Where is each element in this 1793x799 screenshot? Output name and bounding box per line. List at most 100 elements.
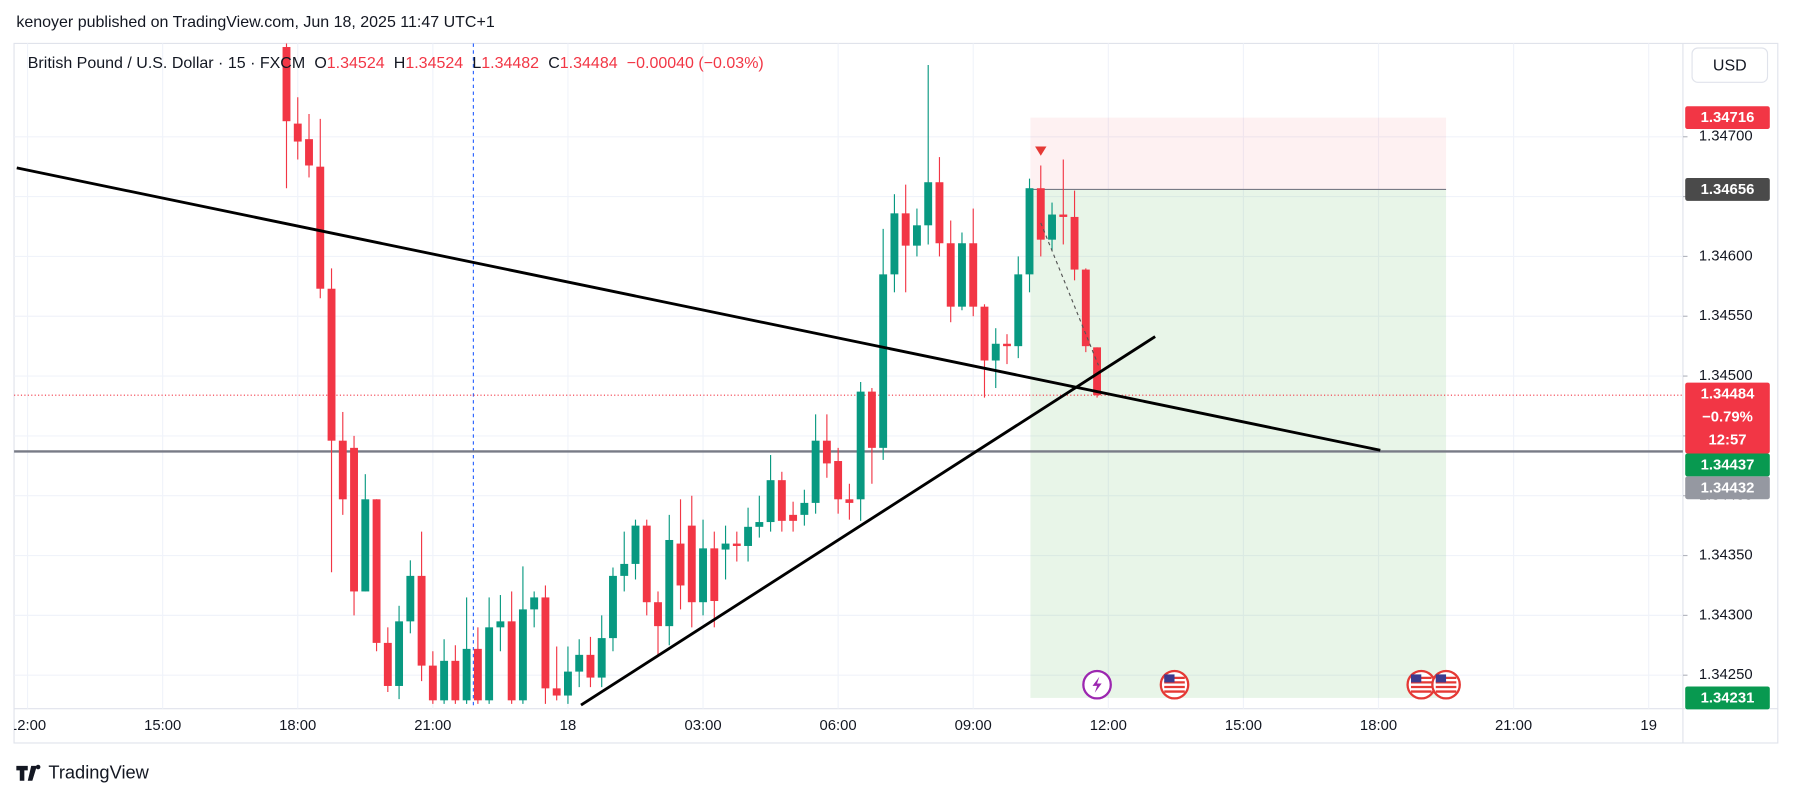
candle-body	[338, 440, 347, 500]
candle-body	[462, 648, 471, 701]
candle-body	[609, 575, 617, 639]
candle-body	[293, 123, 302, 142]
time-axis: 12:00 15:00 18:00 21:00 18 03:00 06:00 09:00 12:…	[14, 718, 1657, 734]
candle-body	[676, 543, 685, 586]
x-tick-label: 06:00	[820, 718, 857, 734]
trend-line	[16, 166, 1381, 452]
candle-body	[946, 243, 955, 307]
candle-body	[935, 182, 944, 244]
currency-button[interactable]	[1691, 47, 1769, 83]
brand-logo	[16, 764, 41, 781]
candle-body	[1003, 343, 1011, 347]
candle-body	[721, 543, 730, 550]
candle-body	[980, 306, 989, 361]
plot-area	[14, 43, 1683, 709]
candle-body	[518, 609, 527, 701]
overlay: 1.34716 1.34656 1.34484 −0.79% 12:57 1.34437 1…	[1685, 106, 1770, 710]
candle-body	[406, 575, 415, 622]
candle-body	[699, 548, 707, 603]
price-label-box	[1685, 476, 1770, 500]
x-tick-label: 21:00	[414, 718, 451, 734]
flag-canton	[1164, 674, 1175, 683]
price-label: 1.34484	[1701, 387, 1755, 403]
legend: British Pound / U.S. Dollar · 15 · FXCM O…	[28, 55, 764, 72]
brand-name: TradingView	[48, 762, 149, 783]
target-zone	[1030, 189, 1447, 698]
legend-high: 1.34524	[405, 55, 463, 72]
candle-body	[395, 621, 404, 686]
candle-body	[969, 243, 978, 307]
price-label-extra: −0.79%	[1702, 409, 1753, 425]
price-label: 1.34231	[1701, 690, 1755, 706]
candle-body	[654, 602, 662, 627]
flag-canton	[1435, 674, 1447, 683]
legend-c: C	[548, 55, 560, 72]
lightning-icon	[1092, 676, 1102, 693]
candle-body	[372, 499, 381, 643]
legend-close: 1.34484	[560, 55, 618, 72]
candle-body	[879, 274, 888, 448]
candle-body	[305, 139, 313, 166]
candle-body	[777, 480, 786, 521]
y-tick-label: 1.34350	[1699, 547, 1753, 563]
candle-body	[744, 526, 753, 546]
currency-label[interactable]: USD	[1713, 58, 1747, 75]
candle-body	[912, 225, 921, 246]
candle-body	[316, 166, 325, 289]
candle-body	[552, 688, 561, 696]
candle-body	[496, 621, 505, 628]
candle-body	[755, 522, 764, 527]
candle-body	[867, 391, 876, 448]
stop-zone	[1030, 117, 1447, 190]
candle-body	[507, 621, 516, 701]
grid	[14, 43, 1683, 709]
legend-l: L	[472, 55, 481, 72]
candle-body	[991, 343, 1000, 361]
price-label-extra: 12:57	[1709, 432, 1747, 448]
candle-body	[665, 539, 674, 627]
candle-body	[958, 243, 966, 307]
candle-body	[1036, 188, 1045, 240]
sell-marker	[1035, 146, 1047, 156]
candle-body	[811, 440, 820, 503]
chart-frame	[13, 42, 1779, 744]
candle-body	[1059, 214, 1068, 217]
candle-body	[417, 575, 426, 666]
candle-body	[1093, 347, 1102, 396]
candle-body	[845, 499, 854, 503]
candle-body	[473, 648, 482, 701]
candle-body	[1014, 274, 1023, 347]
price-label-box	[1685, 177, 1770, 201]
price-label: 1.34432	[1701, 480, 1755, 496]
candle-body	[383, 642, 392, 686]
candle-body	[350, 447, 358, 592]
candle-body	[440, 660, 449, 701]
x-tick-label: 15:00	[1225, 718, 1262, 734]
x-tick-label: 18:00	[1360, 718, 1397, 734]
x-tick-label: 18:00	[279, 718, 316, 734]
candle-body	[530, 597, 539, 610]
legend-low: 1.34482	[481, 55, 539, 72]
projection-line	[1040, 222, 1099, 366]
x-tick-label: 15:00	[144, 718, 181, 734]
candle-body	[586, 654, 595, 678]
candle-body	[642, 525, 651, 603]
price-label: 1.34437	[1701, 457, 1755, 473]
candle-body	[901, 213, 910, 246]
candle-body	[451, 660, 460, 701]
price-label-box	[1685, 686, 1770, 710]
candle-body	[1070, 216, 1079, 270]
candle-body	[282, 47, 291, 122]
y-tick-label: 1.34250	[1699, 667, 1753, 683]
y-tick-label: 1.34700	[1699, 129, 1753, 145]
candle-body	[834, 461, 843, 500]
legend-change: −0.00040 (−0.03%)	[627, 55, 764, 72]
candle-body	[890, 213, 899, 275]
candle-body	[541, 597, 550, 689]
x-tick-label: 19	[1640, 718, 1657, 734]
y-tick-label: 1.34500	[1699, 368, 1753, 384]
candle-body	[822, 440, 831, 464]
trend-line	[580, 335, 1156, 707]
